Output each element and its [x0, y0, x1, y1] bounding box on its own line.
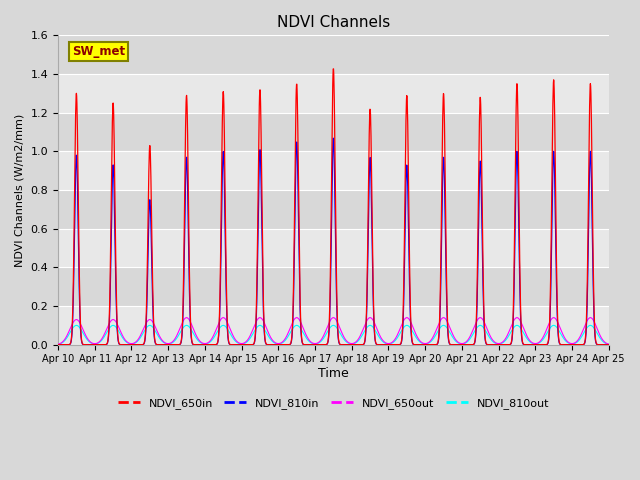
- Title: NDVI Channels: NDVI Channels: [276, 15, 390, 30]
- Bar: [58, 306, 609, 345]
- Bar: [58, 36, 609, 74]
- Bar: [58, 190, 609, 228]
- Legend: NDVI_650in, NDVI_810in, NDVI_650out, NDVI_810out: NDVI_650in, NDVI_810in, NDVI_650out, NDV…: [113, 394, 554, 413]
- Bar: [58, 74, 609, 113]
- Bar: [58, 113, 609, 151]
- Y-axis label: NDVI Channels (W/m2/mm): NDVI Channels (W/m2/mm): [15, 113, 25, 267]
- Bar: [58, 267, 609, 306]
- Bar: [58, 228, 609, 267]
- Bar: [58, 151, 609, 190]
- Text: SW_met: SW_met: [72, 46, 125, 59]
- X-axis label: Time: Time: [318, 367, 349, 380]
